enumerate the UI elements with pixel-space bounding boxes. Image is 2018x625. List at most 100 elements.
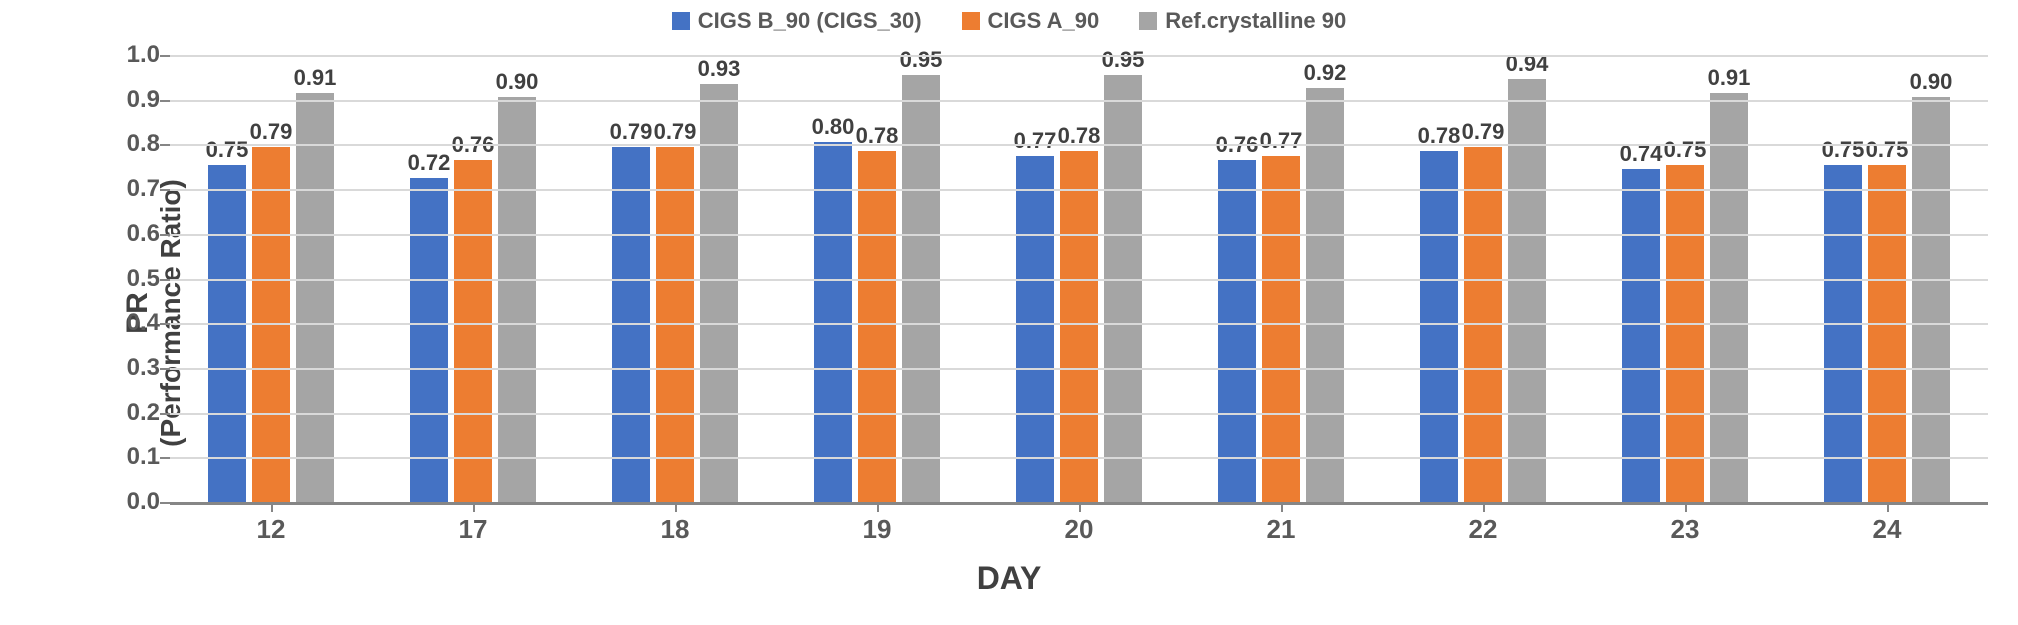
data-label: 0.93 bbox=[698, 56, 741, 82]
y-tick-label: 1.0 bbox=[127, 41, 160, 69]
y-tick-mark bbox=[160, 100, 170, 102]
data-label: 0.92 bbox=[1304, 60, 1347, 86]
y-tick-mark bbox=[160, 234, 170, 236]
bar-ref: 0.95 bbox=[902, 75, 940, 503]
legend-swatch bbox=[962, 12, 980, 30]
y-tick-mark bbox=[160, 189, 170, 191]
x-tick-label: 20 bbox=[978, 514, 1180, 545]
data-label: 0.72 bbox=[408, 150, 451, 176]
data-label: 0.91 bbox=[1708, 65, 1751, 91]
grid-line bbox=[170, 234, 1988, 236]
bar-cigs_b: 0.72 bbox=[410, 178, 448, 502]
pr-bar-chart: CIGS B_90 (CIGS_30) CIGS A_90 Ref.crystall… bbox=[0, 0, 2018, 625]
bars: 0.720.760.90 bbox=[410, 97, 536, 502]
x-tick-label: 21 bbox=[1180, 514, 1382, 545]
data-label: 0.77 bbox=[1260, 128, 1303, 154]
grid-line bbox=[170, 279, 1988, 281]
bar-ref: 0.95 bbox=[1104, 75, 1142, 503]
data-label: 0.75 bbox=[1664, 137, 1707, 163]
y-tick-mark bbox=[160, 368, 170, 370]
data-label: 0.80 bbox=[812, 114, 855, 140]
x-tick-mark bbox=[877, 502, 879, 512]
y-tick-mark bbox=[160, 413, 170, 415]
bar-cigs_b: 0.78 bbox=[1420, 151, 1458, 502]
legend-item-cigs_b: CIGS B_90 (CIGS_30) bbox=[672, 8, 922, 34]
data-label: 0.91 bbox=[294, 65, 337, 91]
legend-label: CIGS A_90 bbox=[988, 8, 1100, 34]
x-tick-label: 17 bbox=[372, 514, 574, 545]
bar-cigs_b: 0.75 bbox=[1824, 165, 1862, 503]
data-label: 0.79 bbox=[1462, 119, 1505, 145]
x-tick-label: 19 bbox=[776, 514, 978, 545]
data-label: 0.79 bbox=[610, 119, 653, 145]
y-tick-mark bbox=[160, 279, 170, 281]
y-tick-mark bbox=[160, 323, 170, 325]
bar-cigs_a: 0.77 bbox=[1262, 156, 1300, 503]
bar-ref: 0.91 bbox=[296, 93, 334, 503]
y-tick-label: 0.1 bbox=[127, 443, 160, 471]
y-tick-label: 0.3 bbox=[127, 354, 160, 382]
x-tick-label: 23 bbox=[1584, 514, 1786, 545]
bar-cigs_a: 0.76 bbox=[454, 160, 492, 502]
x-tick-mark bbox=[1887, 502, 1889, 512]
legend-swatch bbox=[672, 12, 690, 30]
x-tick-label: 18 bbox=[574, 514, 776, 545]
bar-ref: 0.90 bbox=[1912, 97, 1950, 502]
bar-ref: 0.92 bbox=[1306, 88, 1344, 502]
bar-ref: 0.94 bbox=[1508, 79, 1546, 502]
data-label: 0.90 bbox=[1910, 69, 1953, 95]
bar-cigs_b: 0.80 bbox=[814, 142, 852, 502]
bar-cigs_b: 0.76 bbox=[1218, 160, 1256, 502]
grid-line bbox=[170, 323, 1988, 325]
x-tick-mark bbox=[1685, 502, 1687, 512]
bar-cigs_a: 0.75 bbox=[1868, 165, 1906, 503]
data-label: 0.79 bbox=[250, 119, 293, 145]
plot-area: 0.750.790.91120.720.760.90170.790.790.93… bbox=[170, 55, 1988, 505]
bars: 0.750.790.91 bbox=[208, 93, 334, 503]
legend-swatch bbox=[1139, 12, 1157, 30]
legend-label: CIGS B_90 (CIGS_30) bbox=[698, 8, 922, 34]
y-tick-mark bbox=[160, 457, 170, 459]
x-tick-mark bbox=[1281, 502, 1283, 512]
y-tick-label: 0.8 bbox=[127, 130, 160, 158]
bar-cigs_b: 0.75 bbox=[208, 165, 246, 503]
x-tick-mark bbox=[675, 502, 677, 512]
data-label: 0.95 bbox=[1102, 47, 1145, 73]
data-label: 0.90 bbox=[496, 69, 539, 95]
chart-legend: CIGS B_90 (CIGS_30) CIGS A_90 Ref.crystall… bbox=[0, 8, 2018, 34]
y-tick-mark bbox=[160, 502, 170, 504]
data-label: 0.75 bbox=[1822, 137, 1865, 163]
bars: 0.740.750.91 bbox=[1622, 93, 1748, 503]
bars: 0.760.770.92 bbox=[1218, 88, 1344, 502]
x-axis-title: DAY bbox=[0, 560, 2018, 597]
y-tick-mark bbox=[160, 144, 170, 146]
y-tick-label: 0.7 bbox=[127, 175, 160, 203]
x-tick-mark bbox=[271, 502, 273, 512]
y-tick-label: 0.5 bbox=[127, 265, 160, 293]
y-tick-mark bbox=[160, 55, 170, 57]
bar-ref: 0.91 bbox=[1710, 93, 1748, 503]
y-tick-label: 0.9 bbox=[127, 86, 160, 114]
bars: 0.780.790.94 bbox=[1420, 79, 1546, 502]
grid-line bbox=[170, 457, 1988, 459]
legend-item-ref: Ref.crystalline 90 bbox=[1139, 8, 1346, 34]
grid-line bbox=[170, 100, 1988, 102]
bar-cigs_a: 0.75 bbox=[1666, 165, 1704, 503]
y-tick-label: 0.6 bbox=[127, 220, 160, 248]
x-tick-label: 22 bbox=[1382, 514, 1584, 545]
grid-line bbox=[170, 189, 1988, 191]
bar-cigs_b: 0.74 bbox=[1622, 169, 1660, 502]
grid-line bbox=[170, 413, 1988, 415]
bar-cigs_b: 0.77 bbox=[1016, 156, 1054, 503]
grid-line bbox=[170, 368, 1988, 370]
legend-item-cigs_a: CIGS A_90 bbox=[962, 8, 1100, 34]
bar-cigs_a: 0.78 bbox=[1060, 151, 1098, 502]
grid-line bbox=[170, 55, 1988, 57]
legend-label: Ref.crystalline 90 bbox=[1165, 8, 1346, 34]
data-label: 0.75 bbox=[1866, 137, 1909, 163]
y-tick-label: 0.0 bbox=[127, 488, 160, 516]
data-label: 0.79 bbox=[654, 119, 697, 145]
x-tick-label: 24 bbox=[1786, 514, 1988, 545]
data-label: 0.95 bbox=[900, 47, 943, 73]
x-tick-mark bbox=[1483, 502, 1485, 512]
